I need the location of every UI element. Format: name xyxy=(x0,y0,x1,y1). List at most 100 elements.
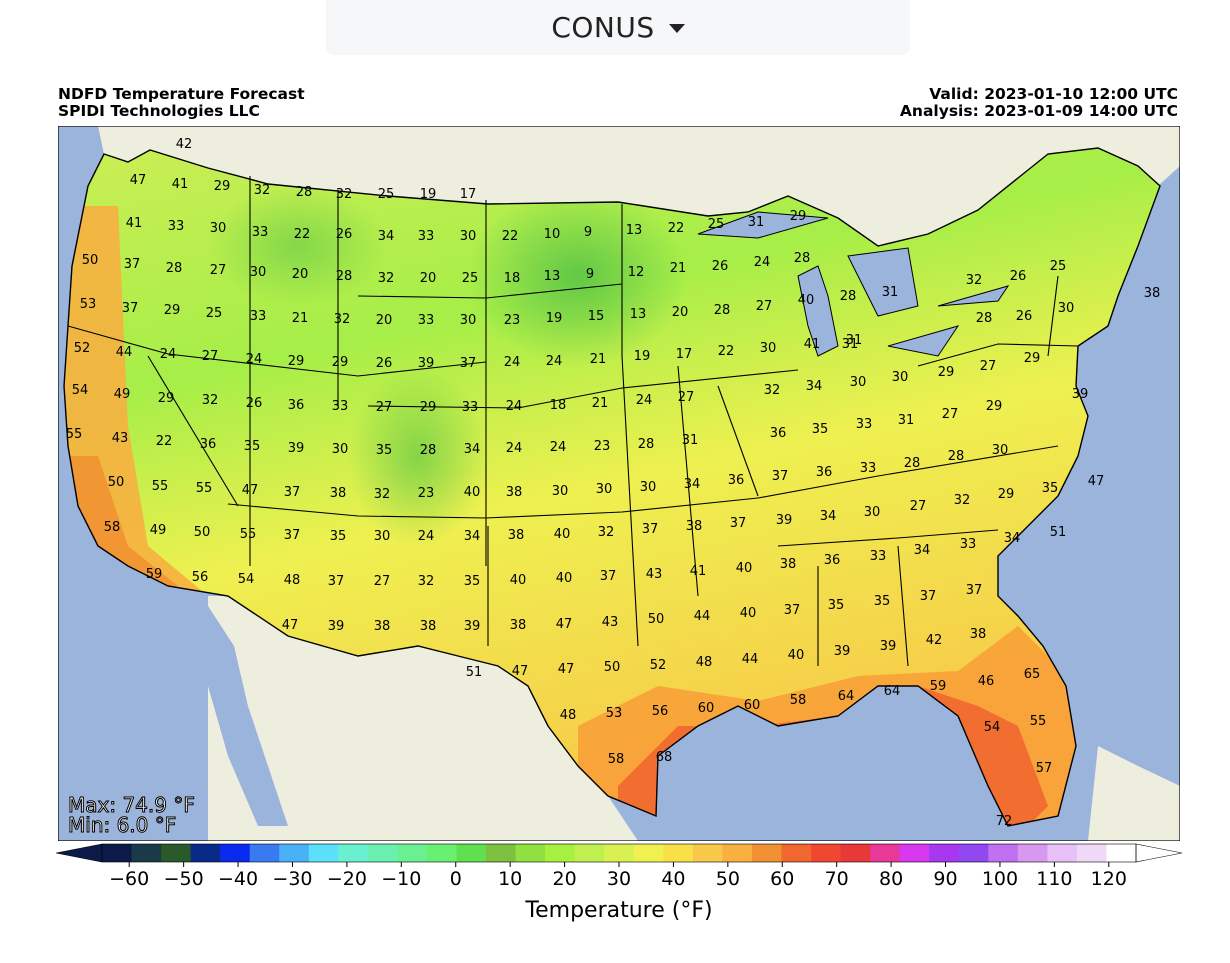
map-header-right: Valid: 2023-01-10 12:00 UTC Analysis: 20… xyxy=(900,86,1178,120)
temp-label: 43 xyxy=(602,615,619,630)
temp-label: 40 xyxy=(556,571,573,586)
colorbar-min-arrow xyxy=(55,843,103,863)
temp-label: 38 xyxy=(970,627,987,642)
temp-label: 28 xyxy=(794,251,811,266)
temp-label: 33 xyxy=(856,417,873,432)
colorbar-cell xyxy=(1047,844,1078,862)
temp-label: 24 xyxy=(246,352,263,367)
temp-label: 72 xyxy=(996,814,1013,829)
temp-label: 34 xyxy=(464,442,481,457)
colorbar-cell xyxy=(486,844,517,862)
temp-label: 25 xyxy=(1050,259,1067,274)
temp-label: 19 xyxy=(546,311,563,326)
temp-label: 36 xyxy=(728,473,745,488)
temp-label: 36 xyxy=(824,553,841,568)
temp-label: 28 xyxy=(840,289,857,304)
temp-label: 22 xyxy=(718,344,735,359)
temp-label: 48 xyxy=(696,655,713,670)
temp-label: 54 xyxy=(72,383,89,398)
temp-label: 53 xyxy=(80,297,97,312)
colorbar-tick-label: 80 xyxy=(879,868,903,890)
temp-label: 59 xyxy=(146,567,163,582)
temp-label: 32 xyxy=(598,525,615,540)
temp-label: 38 xyxy=(330,486,347,501)
temp-label: 34 xyxy=(464,529,481,544)
colorbar-cell xyxy=(663,844,694,862)
temp-label: 28 xyxy=(976,311,993,326)
temp-label: 37 xyxy=(920,589,937,604)
temp-label: 24 xyxy=(506,399,523,414)
temp-label: 19 xyxy=(420,187,437,202)
temp-label: 47 xyxy=(130,173,147,188)
temp-label: 26 xyxy=(336,227,353,242)
temp-label: 21 xyxy=(590,352,607,367)
temp-label: 13 xyxy=(630,307,647,322)
temp-label: 41 xyxy=(804,337,821,352)
temp-label: 31 xyxy=(846,333,863,348)
temp-label: 30 xyxy=(864,505,881,520)
colorbar-cells xyxy=(55,843,1183,863)
temp-label: 29 xyxy=(998,487,1015,502)
temp-label: 35 xyxy=(874,594,891,609)
temp-label: 40 xyxy=(736,561,753,576)
temp-label: 49 xyxy=(114,387,131,402)
temp-label: 47 xyxy=(242,483,259,498)
colorbar-tick-label: 100 xyxy=(982,868,1018,890)
temp-label: 25 xyxy=(708,217,725,232)
temp-label: 40 xyxy=(740,606,757,621)
temp-label: 21 xyxy=(592,396,609,411)
temp-label: 35 xyxy=(812,422,829,437)
temp-label: 58 xyxy=(608,752,625,767)
canada-land xyxy=(58,126,1180,346)
temp-label: 34 xyxy=(820,509,837,524)
temp-label: 41 xyxy=(690,564,707,579)
temp-label: 13 xyxy=(626,223,643,238)
colorbar-tick-label: 90 xyxy=(933,868,957,890)
colorbar-ticks: −60 −50 −40 −30 −20 −10 0 10 20 30 40 50 60 70 80 90 100… xyxy=(109,862,1127,890)
temp-label: 31 xyxy=(842,337,859,352)
temp-label: 58 xyxy=(790,693,807,708)
state-borders xyxy=(67,176,1079,667)
colorbar-cell xyxy=(367,844,398,862)
colorbar-cell xyxy=(220,844,251,862)
temp-label: 21 xyxy=(292,311,309,326)
temp-label: 23 xyxy=(594,439,611,454)
temp-label: 30 xyxy=(892,370,909,385)
colorbar-tick-label: 60 xyxy=(770,868,794,890)
temp-label: 30 xyxy=(250,265,267,280)
temp-label: 26 xyxy=(246,396,263,411)
colorbar-cell xyxy=(161,844,192,862)
temp-label: 33 xyxy=(418,229,435,244)
state-temperature-labels: 42 47 41 29 32 28 32 25 19 17 41 33 30 33 22 26 34 33 30 22… xyxy=(66,137,1161,829)
temp-label: 29 xyxy=(288,354,305,369)
colorbar-tick-label: 70 xyxy=(825,868,849,890)
temp-label: 55 xyxy=(240,527,257,542)
temp-label: 33 xyxy=(252,225,269,240)
temp-label: 37 xyxy=(600,569,617,584)
temp-label: 50 xyxy=(648,612,665,627)
temp-label: 30 xyxy=(640,480,657,495)
temp-label: 30 xyxy=(850,375,867,390)
colorbar-tick-label: 120 xyxy=(1091,868,1127,890)
caret-down-icon xyxy=(668,24,685,33)
temp-label: 44 xyxy=(116,345,133,360)
temp-label: 20 xyxy=(672,305,689,320)
temp-label: 56 xyxy=(652,704,669,719)
temp-label: 33 xyxy=(250,309,267,324)
temp-label: 39 xyxy=(880,639,897,654)
temp-label: 38 xyxy=(510,618,527,633)
temp-label: 50 xyxy=(82,253,99,268)
temp-label: 12 xyxy=(628,265,645,280)
temp-label: 32 xyxy=(254,183,271,198)
temp-label: 30 xyxy=(460,229,477,244)
temp-label: 32 xyxy=(378,271,395,286)
temp-label: 46 xyxy=(978,674,995,689)
temp-label: 24 xyxy=(550,440,567,455)
temp-label: 35 xyxy=(828,598,845,613)
temp-label: 34 xyxy=(684,477,701,492)
temp-label: 48 xyxy=(284,573,301,588)
temp-label: 32 xyxy=(966,273,983,288)
temp-label: 17 xyxy=(676,347,693,362)
region-select[interactable]: CONUS xyxy=(326,0,910,55)
temp-label: 9 xyxy=(586,267,594,282)
